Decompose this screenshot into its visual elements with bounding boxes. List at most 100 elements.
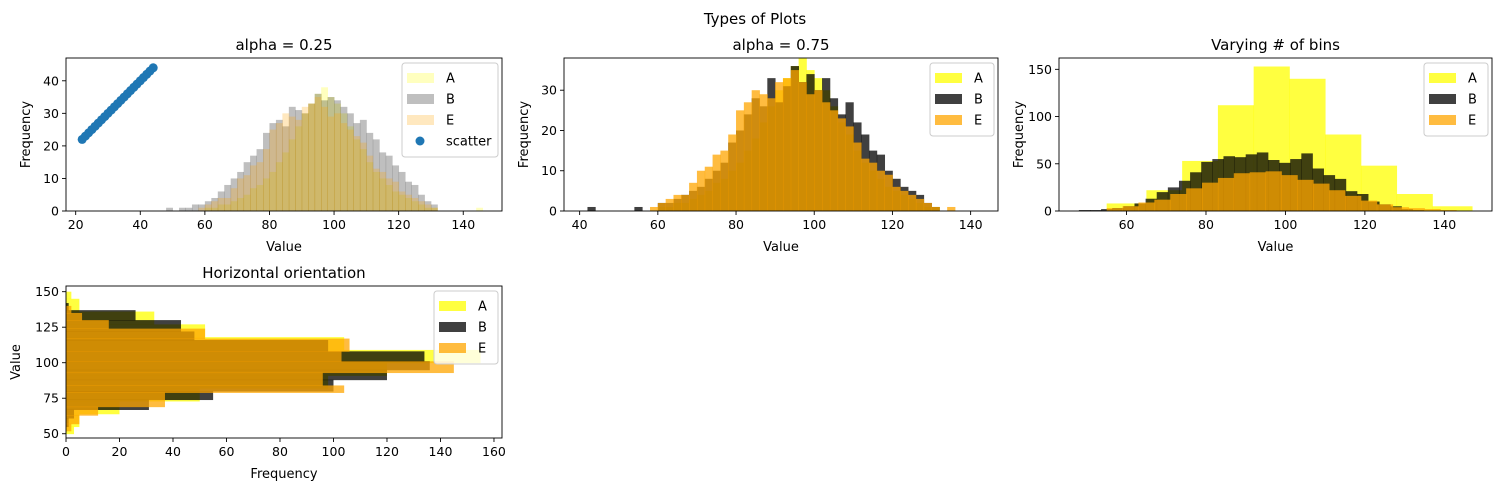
y-axis: 0 50 100 150 bbox=[1028, 62, 1059, 219]
hist-bar bbox=[211, 207, 219, 211]
hist-bar bbox=[712, 154, 721, 211]
legend-swatch bbox=[1429, 73, 1456, 83]
hist-bar bbox=[282, 126, 290, 211]
x-tick-label: 100 bbox=[322, 217, 346, 232]
hist-bar bbox=[256, 149, 264, 211]
hist-bar bbox=[430, 207, 438, 211]
y-axis-label: Frequency bbox=[517, 101, 532, 168]
hist-bar bbox=[767, 98, 776, 211]
x-axis: 0 20 40 60 80 100 120 140 160 bbox=[62, 438, 506, 459]
y-tick-label: 50 bbox=[1036, 156, 1052, 171]
hist-bar bbox=[346, 129, 354, 211]
hist-bar bbox=[66, 415, 80, 425]
hist-bar bbox=[845, 126, 854, 211]
x-tick-label: 120 bbox=[1353, 217, 1377, 232]
hist-bar bbox=[947, 206, 956, 211]
hist-bar bbox=[269, 123, 277, 211]
hist-bar bbox=[430, 204, 438, 211]
hist-bar bbox=[359, 142, 367, 211]
hist-bar bbox=[587, 206, 596, 211]
hist-bar bbox=[775, 82, 784, 211]
hist-bar bbox=[665, 198, 674, 211]
hist-bar bbox=[657, 202, 667, 211]
x-tick-label: 0 bbox=[62, 444, 70, 459]
legend-swatch bbox=[1429, 115, 1456, 125]
hist-bar bbox=[366, 132, 374, 211]
x-tick-label: 120 bbox=[387, 217, 411, 232]
hist-bar bbox=[282, 152, 290, 211]
hist-bar bbox=[392, 191, 400, 211]
hist-bar bbox=[923, 202, 932, 211]
hist-bar bbox=[853, 142, 862, 211]
y-tick-label: 30 bbox=[43, 106, 59, 121]
y-tick-label: 10 bbox=[541, 163, 557, 178]
x-tick-label: 60 bbox=[650, 217, 666, 232]
hist-bar bbox=[314, 93, 322, 211]
hist-bar bbox=[829, 110, 839, 211]
x-tick-label: 20 bbox=[68, 217, 84, 232]
series-E bbox=[198, 97, 438, 211]
legend-label: B bbox=[446, 93, 455, 108]
hist-bar bbox=[759, 94, 768, 211]
hist-bar bbox=[243, 175, 251, 211]
scatter-point bbox=[148, 63, 158, 73]
hist-bar bbox=[243, 194, 251, 211]
y-axis-label: Frequency bbox=[19, 101, 34, 168]
hist-bar bbox=[634, 206, 643, 211]
x-tick-label: 140 bbox=[1432, 217, 1456, 232]
hist-bar bbox=[66, 385, 345, 393]
y-axis-label: Frequency bbox=[1012, 101, 1027, 168]
hist-bar bbox=[1297, 179, 1314, 211]
axes-frame bbox=[65, 57, 503, 212]
hist-bar bbox=[334, 103, 341, 211]
series-E bbox=[650, 70, 956, 211]
hist-bar bbox=[1408, 208, 1425, 211]
x-axis: 40 60 80 100 120 140 bbox=[572, 211, 983, 232]
hist-bar bbox=[900, 190, 909, 211]
x-tick-label: 120 bbox=[881, 217, 905, 232]
hist-bar bbox=[1313, 183, 1330, 211]
hist-bar bbox=[861, 158, 870, 211]
hist-bar bbox=[1122, 206, 1139, 211]
hist-bar bbox=[211, 201, 219, 211]
hist-bar bbox=[269, 129, 277, 211]
hist-bar bbox=[288, 139, 296, 211]
x-axis: 60 80 100 120 140 bbox=[1119, 211, 1456, 232]
hist-bar bbox=[392, 181, 400, 211]
legend-swatch bbox=[935, 73, 962, 83]
hist-bar bbox=[385, 184, 393, 211]
y-tick-label: 100 bbox=[35, 355, 59, 370]
hist-bar bbox=[237, 197, 245, 211]
hist-bar bbox=[1089, 210, 1102, 211]
hist-bar bbox=[327, 97, 335, 211]
hist-bar bbox=[1106, 208, 1123, 211]
hist-bar bbox=[751, 90, 760, 211]
x-axis-label: Frequency bbox=[250, 467, 317, 482]
hist-bar bbox=[366, 155, 374, 211]
hist-bar bbox=[681, 194, 690, 211]
hist-bar bbox=[250, 165, 257, 211]
axes-frame bbox=[65, 285, 503, 439]
y-axis: 0 10 20 30 40 bbox=[43, 73, 66, 219]
legend-label: A bbox=[478, 300, 487, 315]
legend-label: E bbox=[974, 114, 982, 129]
hist-bar bbox=[931, 206, 940, 211]
hist-bar bbox=[353, 123, 361, 211]
hist-bar bbox=[224, 184, 232, 211]
hist-bar bbox=[250, 155, 257, 211]
hist-bar bbox=[798, 82, 807, 211]
hist-bar bbox=[191, 204, 199, 211]
legend-label: scatter bbox=[446, 135, 492, 150]
hist-bar bbox=[1078, 210, 1091, 211]
hist-bar bbox=[282, 113, 290, 211]
y-tick-label: 100 bbox=[1028, 109, 1052, 124]
y-tick-label: 150 bbox=[35, 284, 59, 299]
hist-bar bbox=[340, 123, 348, 211]
legend-swatch bbox=[935, 94, 962, 104]
y-axis-label: Value bbox=[9, 344, 24, 380]
hist-bar bbox=[179, 207, 186, 211]
hist-bar bbox=[198, 204, 206, 211]
hist-bar bbox=[224, 197, 232, 211]
subplot-title: alpha = 0.75 bbox=[732, 36, 829, 54]
